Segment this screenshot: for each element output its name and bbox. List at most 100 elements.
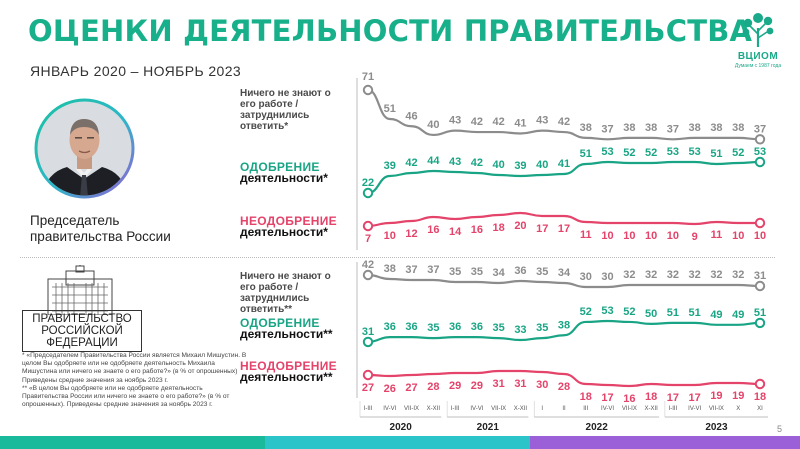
data-label: 42 <box>471 116 483 128</box>
data-label: 37 <box>754 123 766 135</box>
data-label: 53 <box>601 146 613 158</box>
data-label: 41 <box>558 158 570 170</box>
label-line: НЕОДОБРЕНИЕ <box>240 359 337 373</box>
gov-approve-label: ОДОБРЕНИЕ деятельности** <box>240 316 333 340</box>
gov-caption-line3: ФЕДЕРАЦИИ <box>46 337 118 349</box>
data-label: 43 <box>536 115 548 127</box>
data-label: 42 <box>558 116 570 128</box>
gov-caption-line1: ПРАВИТЕЛЬСТВО <box>32 313 132 325</box>
data-label: 32 <box>689 269 701 281</box>
data-label: 29 <box>449 380 461 392</box>
data-label: 32 <box>645 269 657 281</box>
vciom-logo: ВЦИОМ Думаем с 1987 года <box>728 8 788 76</box>
data-label: 18 <box>580 391 592 403</box>
data-label: 10 <box>601 230 613 242</box>
data-label: 40 <box>536 159 548 171</box>
year-label: 2022 <box>586 422 609 433</box>
data-label: 32 <box>623 269 635 281</box>
data-label: 53 <box>601 305 613 317</box>
logo-tagline: Думаем с 1987 года <box>734 63 782 69</box>
data-label: 36 <box>449 321 461 333</box>
series-endpoint-marker <box>754 156 766 168</box>
data-label: 38 <box>384 263 396 275</box>
data-label: 11 <box>711 229 723 241</box>
data-label: 43 <box>449 115 461 127</box>
data-label: 52 <box>623 306 635 318</box>
data-label: 35 <box>449 266 461 278</box>
data-label: 52 <box>645 147 657 159</box>
data-label: 17 <box>689 392 701 404</box>
page-number: 5 <box>776 424 782 434</box>
data-label: 42 <box>493 116 505 128</box>
data-label: 44 <box>427 155 440 167</box>
data-label: 32 <box>710 269 722 281</box>
data-label: 16 <box>471 224 483 236</box>
series-line <box>367 319 761 343</box>
x-tick-label: III <box>583 406 588 412</box>
data-label: 30 <box>601 271 613 283</box>
data-label: 52 <box>732 147 744 159</box>
gov-dont-know-label: Ничего не знают о его работе / затруднил… <box>240 271 331 315</box>
x-tick-label: IV-VI <box>601 406 614 412</box>
pm-dont-know-label: Ничего не знают о его работе / затруднил… <box>240 88 331 132</box>
data-label: 40 <box>427 119 439 131</box>
data-label: 35 <box>471 266 483 278</box>
data-label: 37 <box>601 123 613 135</box>
section-divider <box>20 257 775 258</box>
series-endpoint-marker <box>754 280 766 292</box>
x-tick-label: VII-IX <box>404 406 419 412</box>
data-label: 52 <box>580 306 592 318</box>
footnote-1: * «Председателем Правительства России яв… <box>22 352 247 376</box>
label-line: затруднились <box>240 110 310 121</box>
x-tick-label: I-III <box>364 406 373 412</box>
data-label: 18 <box>645 391 657 403</box>
series-endpoint-marker <box>754 378 766 390</box>
data-label: 30 <box>536 379 548 391</box>
data-label: 17 <box>536 223 548 235</box>
data-label: 39 <box>384 160 396 172</box>
data-label: 42 <box>405 157 417 169</box>
data-label: 38 <box>689 122 701 134</box>
x-tick-label: I <box>541 406 543 412</box>
x-tick-label: X-XII <box>427 406 441 412</box>
data-label: 38 <box>645 122 657 134</box>
x-tick-label: IV-VI <box>470 406 483 412</box>
data-label: 50 <box>645 308 657 320</box>
data-label: 20 <box>514 220 526 232</box>
logo-name: ВЦИОМ <box>737 51 779 62</box>
data-label: 10 <box>623 230 635 242</box>
series-endpoint-marker <box>362 220 374 232</box>
data-label: 51 <box>689 307 701 319</box>
series-endpoint-marker <box>362 269 374 281</box>
data-label: 30 <box>580 271 592 283</box>
label-line: НЕОДОБРЕНИЕ <box>240 214 337 228</box>
data-label: 53 <box>754 146 766 158</box>
label-line: деятельности* <box>240 225 328 239</box>
data-label: 41 <box>514 118 526 130</box>
label-line: ОДОБРЕНИЕ <box>240 316 320 330</box>
label-line: его работе / <box>240 282 299 293</box>
data-label: 14 <box>449 226 462 238</box>
label-line: ОДОБРЕНИЕ <box>240 160 320 174</box>
prime-minister-portrait <box>34 98 135 199</box>
data-label: 31 <box>514 378 526 390</box>
x-tick-label: IV-VI <box>383 406 396 412</box>
data-label: 27 <box>362 382 374 394</box>
data-label: 34 <box>493 267 506 279</box>
gov-caption-line2: РОССИЙСКОЙ <box>41 325 123 337</box>
x-tick-label: VII-IX <box>622 406 637 412</box>
data-label: 32 <box>667 269 679 281</box>
data-label: 38 <box>732 122 744 134</box>
label-line: ответить* <box>240 121 289 132</box>
x-tick-label: I-III <box>669 406 678 412</box>
data-label: 9 <box>692 231 698 243</box>
data-label: 7 <box>365 233 371 245</box>
data-label: 37 <box>667 123 679 135</box>
data-label: 27 <box>405 382 417 394</box>
data-label: 43 <box>449 156 461 168</box>
label-line: Ничего не знают о <box>240 88 331 99</box>
data-label: 16 <box>623 393 635 405</box>
data-label: 10 <box>732 230 744 242</box>
x-tick-label: II <box>562 406 566 412</box>
